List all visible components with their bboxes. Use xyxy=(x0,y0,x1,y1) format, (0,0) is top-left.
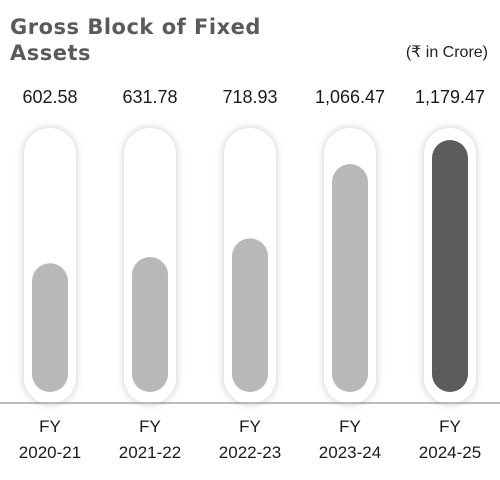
bar-2024-25 xyxy=(432,140,468,392)
value-label: 1,066.47 xyxy=(315,87,385,107)
category-label-year: 2020-21 xyxy=(19,443,81,462)
category-label-year: 2023-24 xyxy=(319,443,381,462)
value-label: 718.93 xyxy=(222,87,277,107)
bar-2023-24 xyxy=(332,164,368,392)
category-label-prefix: FY xyxy=(239,417,261,436)
value-label: 631.78 xyxy=(122,87,177,107)
category-label-prefix: FY xyxy=(39,417,61,436)
bar-2020-21 xyxy=(32,263,68,392)
bar-2021-22 xyxy=(132,257,168,392)
category-label-prefix: FY xyxy=(139,417,161,436)
value-label: 602.58 xyxy=(22,87,77,107)
category-label-year: 2024-25 xyxy=(419,443,481,462)
category-label-year: 2022-23 xyxy=(219,443,281,462)
value-label: 1,179.47 xyxy=(415,87,485,107)
category-label-prefix: FY xyxy=(439,417,461,436)
category-label-year: 2021-22 xyxy=(119,443,181,462)
bar-2022-23 xyxy=(232,238,268,392)
chart-title: Gross Block of Fixed Assets xyxy=(10,15,261,65)
unit-label: (₹ in Crore) xyxy=(405,44,488,61)
category-label-prefix: FY xyxy=(339,417,361,436)
